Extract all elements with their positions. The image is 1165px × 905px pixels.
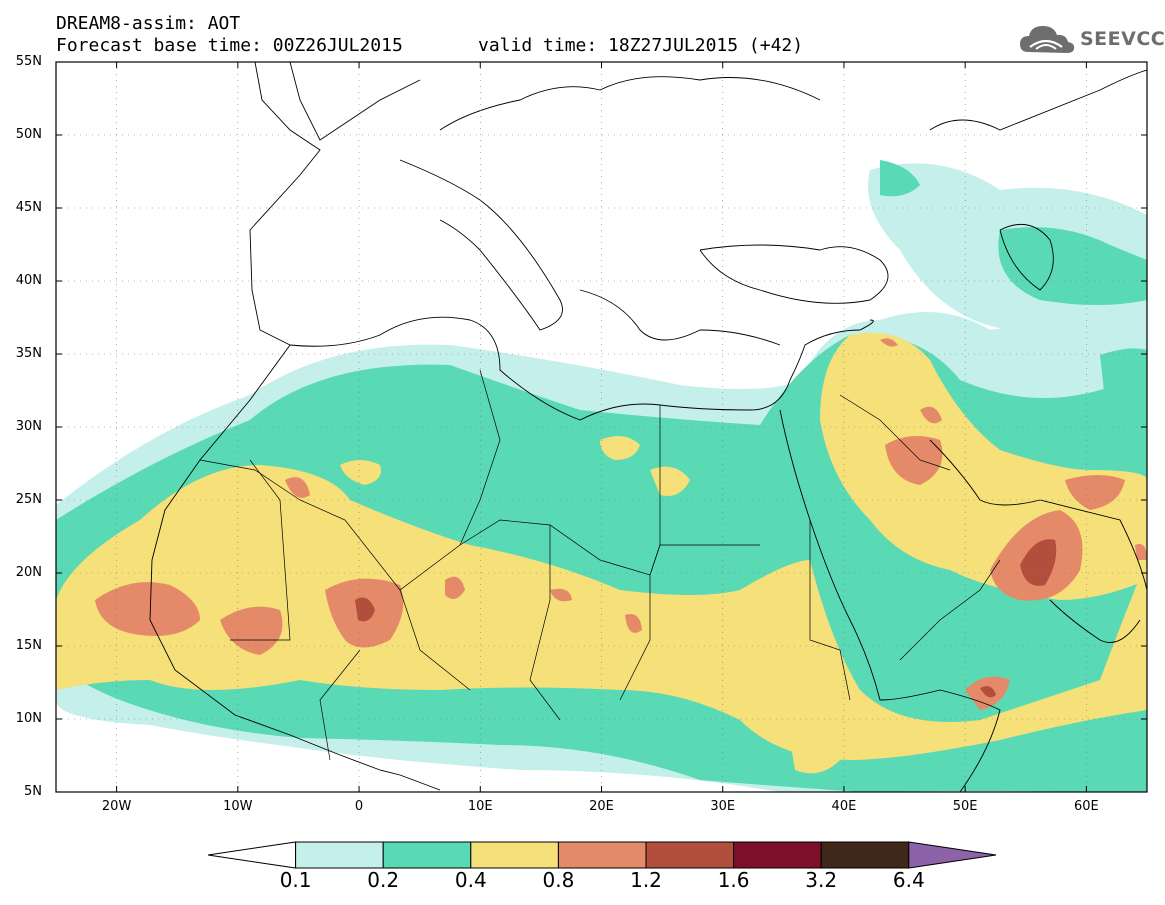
colorbar-swatch xyxy=(733,841,822,869)
lat-label: 45N xyxy=(15,200,42,215)
colorbar-swatch xyxy=(557,841,647,869)
colorbar-max-arrow xyxy=(908,841,997,869)
lon-label: 20W xyxy=(101,799,132,814)
forecast-base-time: Forecast base time: 00Z26JUL2015 xyxy=(56,35,403,56)
lat-label: 30N xyxy=(15,419,42,434)
lon-label: 40E xyxy=(831,799,857,814)
lon-label: 20E xyxy=(589,799,614,814)
country-borders xyxy=(199,369,1001,761)
colorbar-swatch xyxy=(820,841,910,869)
colorbar-label: 1.6 xyxy=(717,868,750,892)
colorbar-swatch xyxy=(470,841,559,869)
colorbar xyxy=(207,841,997,869)
colorbar-label: 1.2 xyxy=(630,868,662,892)
lat-label: 40N xyxy=(15,273,42,288)
colorbar-swatch xyxy=(295,841,384,869)
lon-label: 60E xyxy=(1073,799,1099,814)
colorbar-label: 6.4 xyxy=(892,868,925,892)
lat-label: 50N xyxy=(15,127,42,142)
colorbar-label: 0.2 xyxy=(367,868,400,892)
seevccc-logo: SEEVCCC xyxy=(1018,22,1165,56)
lon-label: 10W xyxy=(223,799,253,814)
lat-label: 5N xyxy=(24,784,42,799)
cloud-icon xyxy=(1020,26,1075,53)
colorbar-label: 0.8 xyxy=(542,868,575,892)
lat-label: 35N xyxy=(15,346,42,361)
lat-label: 15N xyxy=(15,638,42,653)
map-title: DREAM8-assim: AOT xyxy=(56,13,241,34)
lat-label: 25N xyxy=(15,492,42,507)
colorbar-min-arrow xyxy=(207,841,297,869)
colorbar-label: 0.1 xyxy=(279,868,312,892)
lon-label: 0 xyxy=(354,799,364,814)
lat-label: 20N xyxy=(15,565,42,580)
lat-label: 10N xyxy=(15,711,42,726)
lon-label: 50E xyxy=(952,799,978,814)
lat-label: 55N xyxy=(15,54,42,69)
valid-time: valid time: 18Z27JUL2015 (+42) xyxy=(478,35,804,56)
colorbar-label: 0.4 xyxy=(454,868,487,892)
colorbar-swatch xyxy=(645,841,735,869)
colorbar-label: 3.2 xyxy=(805,868,838,892)
aot-1.2-1.6 xyxy=(355,539,1057,698)
logo-text: SEEVCCC xyxy=(1080,28,1165,50)
lon-label: 10E xyxy=(467,799,493,814)
colorbar-swatch xyxy=(382,841,472,869)
axis-ticks xyxy=(56,61,1147,793)
lon-label: 30E xyxy=(710,799,736,814)
aot-field xyxy=(56,160,1147,792)
